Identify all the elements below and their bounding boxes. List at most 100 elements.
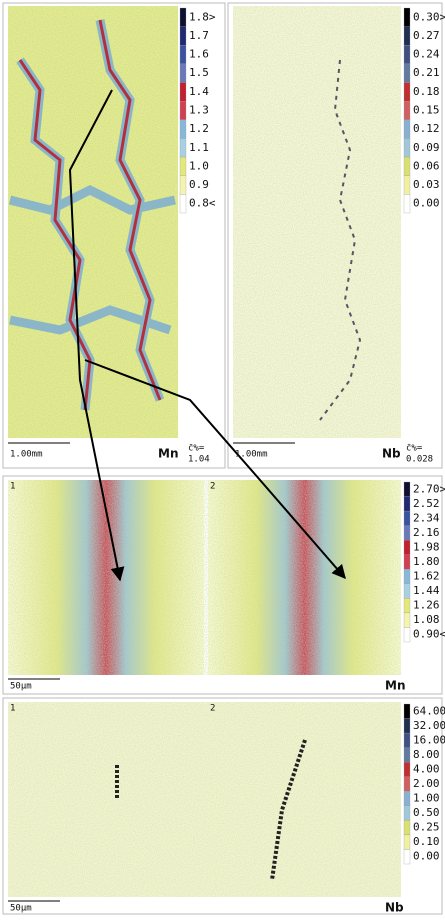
colorbar-swatch — [404, 584, 410, 599]
colorbar-swatch — [404, 555, 410, 570]
colorbar-swatch — [404, 540, 410, 555]
colorbar-swatch — [180, 138, 186, 157]
colorbar-label: 1.7 — [189, 29, 209, 42]
colorbar-swatch — [404, 8, 410, 27]
label: 2 — [210, 482, 215, 492]
mn-map — [8, 6, 178, 438]
label: c̄%= — [406, 444, 423, 454]
colorbar-swatch — [404, 598, 410, 613]
label: 50µm — [10, 682, 32, 692]
colorbar-swatch — [180, 27, 186, 46]
label: 1.00mm — [10, 450, 43, 460]
colorbar-label: 1.8> — [189, 10, 216, 23]
colorbar-label: 16.00 — [413, 733, 445, 746]
label: c̄%= — [188, 444, 205, 454]
colorbar-label: 0.27 — [413, 29, 440, 42]
colorbar-swatch — [404, 120, 410, 139]
label: 0.028 — [406, 455, 433, 465]
colorbar-swatch — [404, 482, 410, 497]
colorbar-label: 1.2 — [189, 122, 209, 135]
label: 1 — [10, 704, 15, 714]
colorbar-label: 0.50 — [413, 806, 440, 819]
label: Mn — [385, 679, 405, 693]
label: 1.00mm — [235, 450, 268, 460]
colorbar-label: 0.10 — [413, 835, 440, 848]
label: Mn — [158, 447, 178, 461]
label: 2 — [210, 704, 215, 714]
colorbar-label: 2.16 — [413, 526, 440, 539]
colorbar-label: 1.5 — [189, 66, 209, 79]
label: 1 — [10, 482, 15, 492]
colorbar-swatch — [180, 101, 186, 120]
colorbar-swatch — [404, 83, 410, 102]
colorbar-label: 1.1 — [189, 141, 209, 154]
colorbar-swatch — [404, 497, 410, 512]
colorbar-swatch — [180, 8, 186, 27]
colorbar-swatch — [404, 849, 410, 864]
colorbar-swatch — [404, 138, 410, 157]
colorbar-label: 0.25 — [413, 821, 440, 834]
colorbar-swatch — [404, 806, 410, 821]
colorbar-swatch — [404, 820, 410, 835]
nb-map — [233, 6, 401, 438]
colorbar-swatch — [404, 45, 410, 64]
colorbar-swatch — [404, 27, 410, 46]
label: Nb — [382, 447, 401, 461]
mn-line-maps — [8, 480, 401, 675]
label: 50µm — [10, 904, 32, 914]
colorbar-label: 0.24 — [413, 48, 440, 61]
colorbar-swatch — [404, 835, 410, 850]
colorbar-label: 2.70> — [413, 482, 445, 495]
colorbar-label: 1.00 — [413, 792, 440, 805]
colorbar-label: 0.00 — [413, 197, 440, 210]
colorbar-swatch — [404, 719, 410, 734]
colorbar-label: 1.4 — [189, 85, 209, 98]
colorbar-label: 1.44 — [413, 584, 440, 597]
colorbar-label: 0.12 — [413, 122, 440, 135]
colorbar-swatch — [404, 733, 410, 748]
colorbar-swatch — [404, 157, 410, 176]
colorbar-label: 1.0 — [189, 159, 209, 172]
label: Nb — [385, 901, 404, 915]
colorbar-swatch — [404, 101, 410, 120]
colorbar-label: 2.34 — [413, 511, 440, 524]
colorbar-label: 0.9 — [189, 178, 209, 191]
colorbar-label: 0.06 — [413, 159, 440, 172]
colorbar-swatch — [180, 157, 186, 176]
colorbar-swatch — [404, 748, 410, 763]
colorbar-label: 1.3 — [189, 104, 209, 117]
colorbar-label: 64.00 — [413, 704, 445, 717]
label: 1.04 — [188, 455, 210, 465]
colorbar-swatch — [180, 64, 186, 83]
nb-line-maps — [8, 702, 401, 897]
colorbar-swatch — [180, 120, 186, 139]
colorbar-swatch — [404, 762, 410, 777]
colorbar-label: 0.90< — [413, 628, 445, 641]
colorbar-swatch — [180, 83, 186, 102]
colorbar-swatch — [180, 176, 186, 195]
colorbar-label: 1.62 — [413, 570, 440, 583]
colorbar-label: 0.09 — [413, 141, 440, 154]
colorbar-label: 2.52 — [413, 497, 440, 510]
colorbar-swatch — [404, 613, 410, 628]
colorbar-swatch — [404, 511, 410, 526]
colorbar-swatch — [404, 704, 410, 719]
colorbar-swatch — [404, 526, 410, 541]
colorbar-swatch — [404, 176, 410, 195]
colorbar-label: 1.80 — [413, 555, 440, 568]
colorbar-label: 1.08 — [413, 613, 440, 626]
colorbar-swatch — [180, 194, 186, 213]
colorbar-swatch — [404, 791, 410, 806]
colorbar-label: 0.18 — [413, 85, 440, 98]
colorbar-label: 1.98 — [413, 540, 440, 553]
colorbar-label: 0.8< — [189, 197, 216, 210]
colorbar-swatch — [180, 45, 186, 64]
colorbar-label: 1.6 — [189, 48, 209, 61]
colorbar-label: 1.26 — [413, 599, 440, 612]
colorbar-swatch — [404, 569, 410, 584]
colorbar-swatch — [404, 627, 410, 642]
colorbar-swatch — [404, 194, 410, 213]
colorbar-label: 8.00 — [413, 748, 440, 761]
colorbar-label: 0.00 — [413, 850, 440, 863]
colorbar-label: 4.00 — [413, 762, 440, 775]
